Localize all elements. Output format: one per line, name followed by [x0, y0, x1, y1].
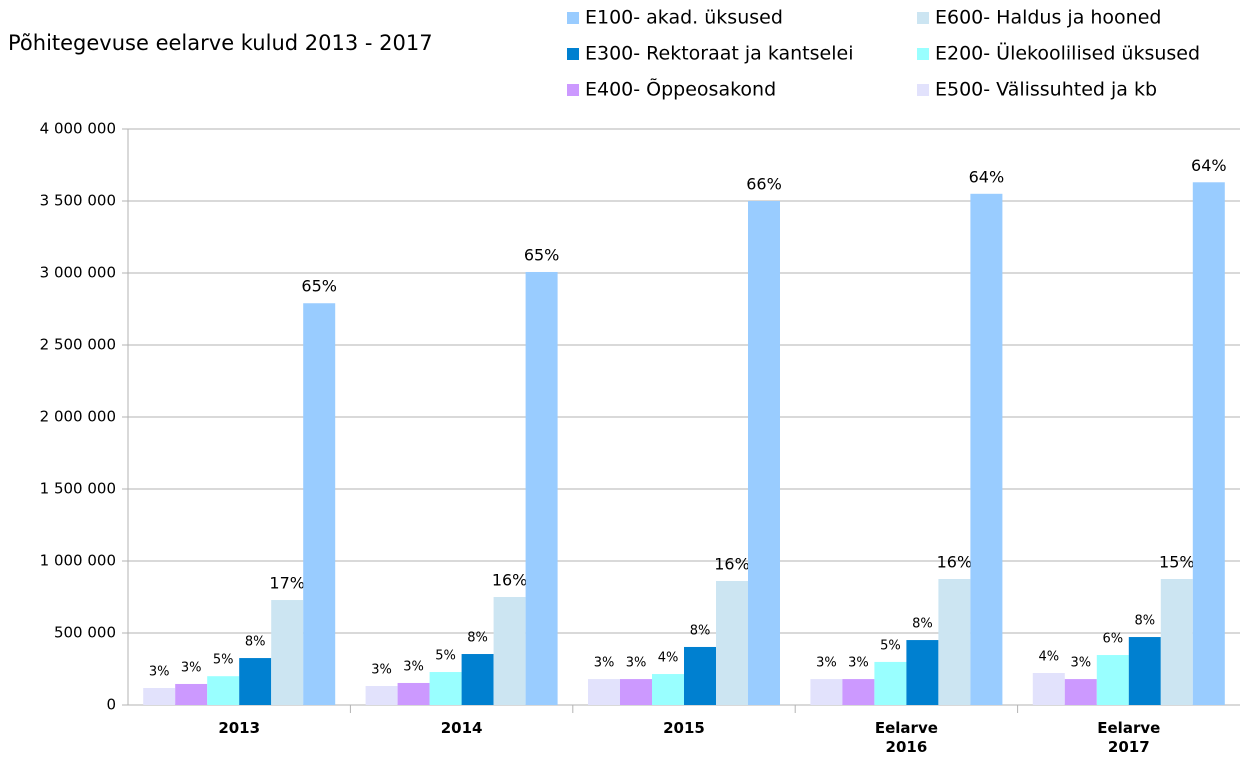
- legend-label: E400- Õppeosakond: [585, 78, 776, 101]
- legend-swatch: [567, 12, 579, 24]
- legend-label: E200- Ülekoolilised üksused: [935, 42, 1200, 65]
- data-label: 4%: [1038, 650, 1059, 665]
- x-tick-label: Eelarve 2017: [1097, 719, 1161, 756]
- y-tick-label: 2 500 000: [40, 336, 116, 354]
- bar: [397, 682, 430, 705]
- data-label: 5%: [213, 653, 234, 668]
- y-tick-label: 3 000 000: [40, 264, 116, 282]
- bar: [365, 685, 398, 705]
- legend-label: E500- Välissuhted ja kb: [935, 79, 1157, 101]
- data-label: 5%: [435, 649, 456, 664]
- bar: [684, 646, 716, 705]
- bar: [970, 193, 1003, 706]
- data-label: 16%: [714, 555, 750, 574]
- bar: [1192, 182, 1225, 705]
- data-label: 3%: [848, 656, 869, 671]
- data-label: 16%: [492, 571, 528, 590]
- data-label: 3%: [816, 656, 837, 671]
- bar: [143, 688, 176, 705]
- x-tick-label: 2014: [440, 719, 483, 737]
- x-tick-label: 2015: [663, 719, 705, 737]
- data-label: 16%: [937, 553, 973, 572]
- bar: [906, 640, 939, 705]
- data-label: 3%: [1070, 656, 1091, 671]
- bar: [525, 271, 558, 705]
- data-label: 8%: [245, 635, 266, 650]
- data-label: 8%: [1134, 614, 1155, 629]
- bar: [429, 672, 462, 705]
- bar: [1096, 655, 1129, 705]
- bar: [1064, 679, 1097, 705]
- x-tick-label: Eelarve 2016: [874, 719, 938, 756]
- bar: [938, 579, 971, 705]
- y-tick-label: 2 000 000: [40, 408, 116, 426]
- data-label: 65%: [524, 245, 560, 264]
- bar: [874, 661, 907, 705]
- bar: [271, 600, 304, 705]
- bar: [652, 674, 684, 705]
- bar: [1128, 637, 1161, 705]
- y-tick-label: 4 000 000: [40, 120, 116, 138]
- bar: [461, 654, 494, 705]
- data-label: 5%: [880, 638, 901, 653]
- y-tick-label: 0: [106, 696, 116, 714]
- bar: [1160, 579, 1193, 705]
- data-label: 65%: [301, 277, 337, 296]
- y-tick-label: 1 500 000: [40, 480, 116, 498]
- y-tick-label: 1 000 000: [40, 552, 116, 570]
- chart-title: Põhitegevuse eelarve kulud 2013 - 2017: [8, 31, 433, 55]
- bar: [842, 679, 875, 705]
- legend-label: E100- akad. üksused: [585, 7, 783, 29]
- data-label: 8%: [912, 617, 933, 632]
- legend-label: E300- Rektoraat ja kantselei: [585, 43, 853, 65]
- data-label: 64%: [969, 167, 1005, 186]
- bar: [239, 658, 272, 705]
- x-tick-label: 2013: [218, 719, 261, 737]
- bar: [1032, 673, 1065, 705]
- bar: [588, 679, 620, 705]
- bar: [620, 679, 652, 705]
- data-label: 66%: [746, 175, 782, 194]
- legend-swatch: [567, 84, 579, 96]
- legend-swatch: [917, 48, 929, 60]
- data-label: 3%: [149, 665, 170, 680]
- data-label: 4%: [658, 651, 679, 666]
- data-label: 17%: [269, 574, 305, 593]
- data-label: 3%: [626, 656, 647, 671]
- legend-swatch: [917, 84, 929, 96]
- legend-label: E600- Haldus ja hooned: [935, 7, 1161, 29]
- bar: [207, 676, 240, 705]
- bar: [810, 679, 843, 705]
- bar: [748, 201, 780, 705]
- data-label: 8%: [690, 623, 711, 638]
- data-label: 3%: [181, 660, 202, 675]
- data-label: 3%: [371, 662, 392, 677]
- bar: [493, 597, 526, 705]
- data-label: 64%: [1191, 156, 1227, 175]
- y-tick-label: 3 500 000: [40, 192, 116, 210]
- data-label: 6%: [1102, 632, 1123, 647]
- data-label: 8%: [467, 631, 488, 646]
- legend-swatch: [917, 12, 929, 24]
- data-label: 3%: [594, 656, 615, 671]
- legend-swatch: [567, 48, 579, 60]
- data-label: 15%: [1159, 553, 1195, 572]
- y-tick-label: 500 000: [54, 624, 116, 642]
- bar: [175, 683, 208, 705]
- bar: [303, 303, 336, 705]
- data-label: 3%: [403, 659, 424, 674]
- bar: [716, 581, 748, 705]
